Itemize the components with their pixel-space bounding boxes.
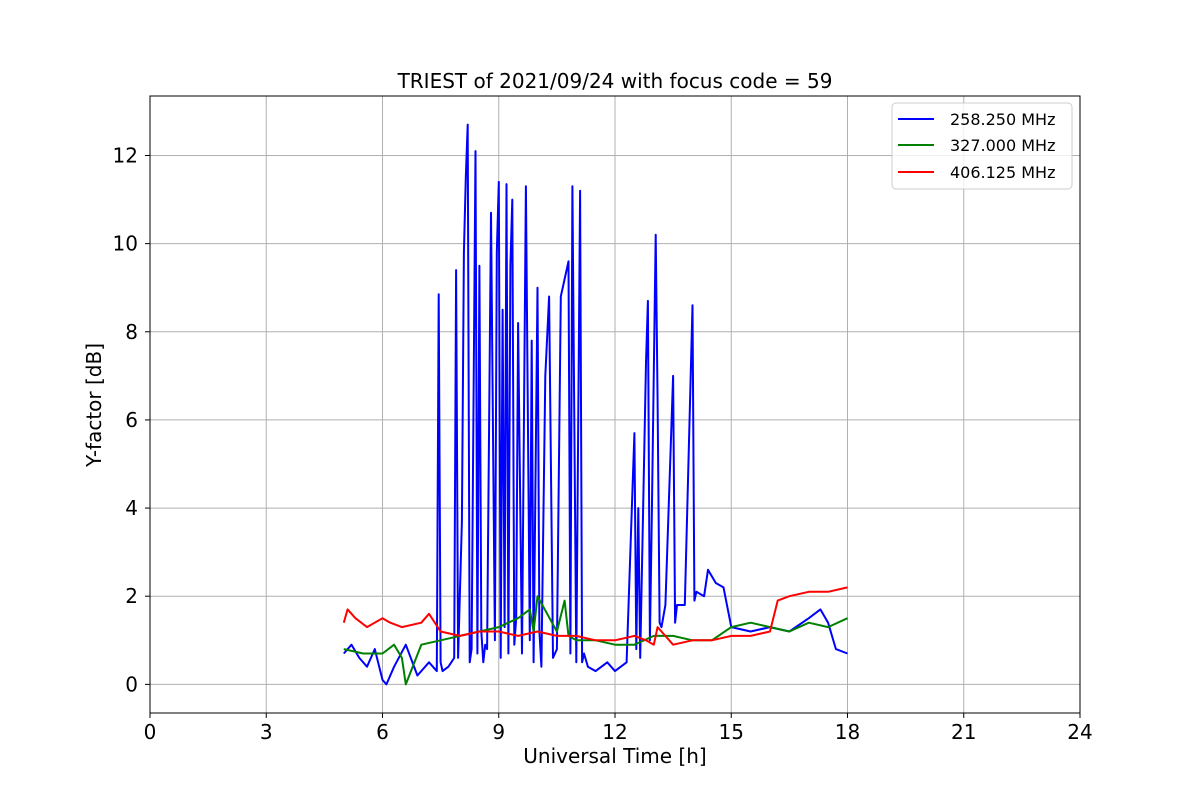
series-layer xyxy=(342,123,848,686)
y-tick-label: 10 xyxy=(113,232,138,256)
x-tick-label: 3 xyxy=(260,720,273,744)
x-tick-label: 0 xyxy=(144,720,157,744)
y-tick-label: 6 xyxy=(125,408,138,432)
x-tick-label: 15 xyxy=(719,720,744,744)
legend-label-2: 406.125 MHz xyxy=(950,163,1055,182)
x-tick-label: 9 xyxy=(492,720,505,744)
series-line-0 xyxy=(343,123,848,686)
y-axis: 0 2 4 6 8 10 12 xyxy=(113,143,150,696)
legend-label-1: 327.000 MHz xyxy=(950,136,1055,155)
series-line-1 xyxy=(343,595,848,686)
y-tick-label: 8 xyxy=(125,320,138,344)
y-tick-label: 0 xyxy=(125,672,138,696)
x-tick-label: 18 xyxy=(835,720,860,744)
x-tick-label: 21 xyxy=(951,720,976,744)
grid xyxy=(149,96,1081,713)
chart-title: TRIEST of 2021/09/24 with focus code = 5… xyxy=(397,69,833,93)
y-tick-label: 12 xyxy=(113,143,138,167)
legend-frame xyxy=(891,102,1073,190)
x-tick-label: 12 xyxy=(602,720,627,744)
legend-label-0: 258.250 MHz xyxy=(950,110,1055,129)
y-tick-label: 2 xyxy=(125,584,138,608)
y-axis-label: Y-factor [dB] xyxy=(82,343,106,468)
x-axis: 0 3 6 9 12 15 18 21 24 xyxy=(144,713,1093,744)
x-tick-label: 24 xyxy=(1067,720,1092,744)
y-tick-label: 4 xyxy=(125,496,138,520)
x-axis-label: Universal Time [h] xyxy=(523,744,706,768)
series-line-2 xyxy=(342,586,848,646)
legend: 258.250 MHz 327.000 MHz 406.125 MHz xyxy=(891,102,1073,190)
x-tick-label: 6 xyxy=(376,720,389,744)
